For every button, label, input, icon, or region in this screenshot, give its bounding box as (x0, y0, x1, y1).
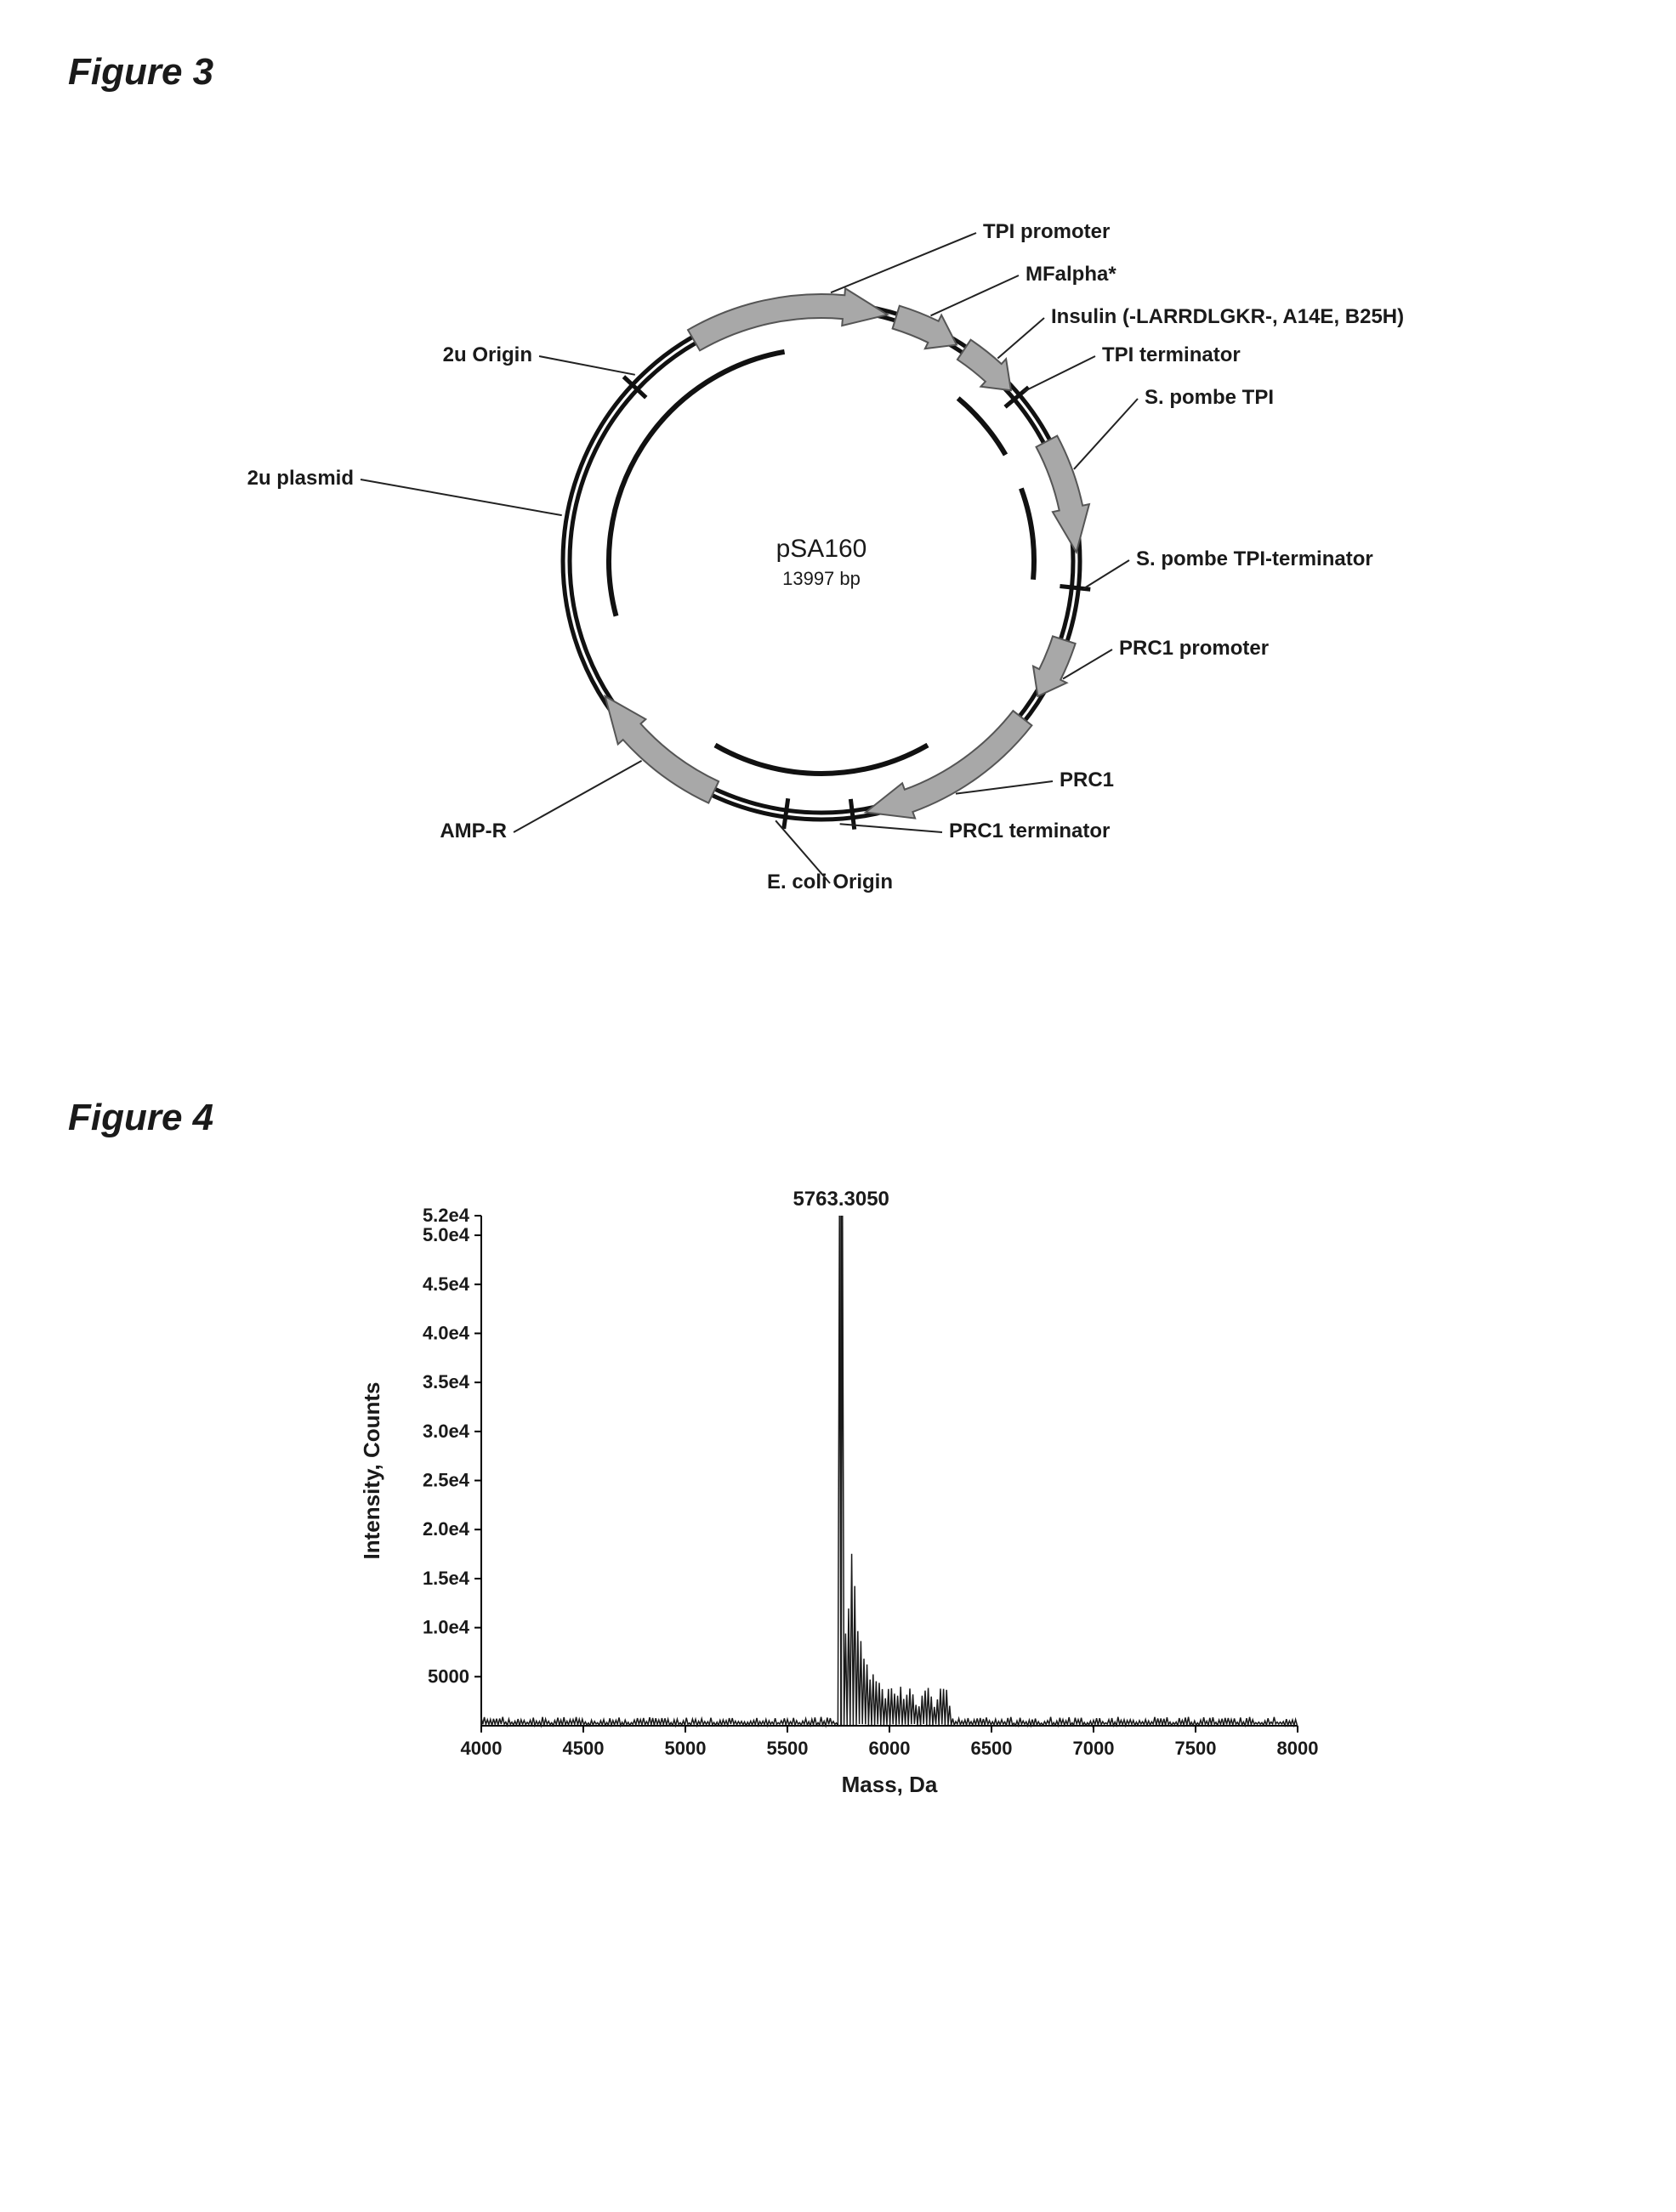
plasmid-feature-arrow (957, 340, 1010, 391)
x-tick-label: 4500 (562, 1738, 604, 1759)
leader-line (930, 275, 1018, 315)
x-tick-label: 8000 (1276, 1738, 1318, 1759)
plasmid-feature-label: Insulin (-LARRDLGKR-, A14E, B25H) (1051, 305, 1404, 328)
plasmid-feature-label: TPI promoter (983, 220, 1110, 243)
plasmid-feature-label: Yeast 2u plasmid (243, 467, 354, 490)
figure3-container: TPI promoter MFalpha* Insulin (-LARRDLGKR-… (68, 179, 1608, 944)
plasmid-feature-label: PRC1 promoter (1119, 637, 1269, 660)
plasmid-feature-label: PRC1 (1060, 769, 1114, 791)
y-tick-label: 5000 (428, 1665, 469, 1687)
y-axis-label: Intensity, Counts (359, 1382, 384, 1560)
plasmid-feature-label: AMP-R (440, 820, 507, 842)
x-tick-label: 7000 (1072, 1738, 1114, 1759)
plasmid-feature-label: E. coli Origin (766, 871, 892, 893)
plasmid-feature-label: MFalpha* (1025, 263, 1116, 286)
x-tick-label: 5500 (766, 1738, 808, 1759)
leader-line (514, 761, 642, 832)
plasmid-name: pSA160 (776, 535, 866, 563)
plasmid-feature-arrow (605, 696, 719, 803)
y-tick-label: 3.5e4 (422, 1371, 469, 1392)
plasmid-feature-arrow (892, 306, 956, 349)
spectrum-trace (481, 1216, 1298, 1726)
inner-arc (715, 746, 928, 774)
y-tick-label: 1.5e4 (422, 1568, 469, 1589)
y-tick-label: 3.0e4 (422, 1421, 469, 1442)
leader-line (997, 318, 1044, 359)
y-tick-label: 1.0e4 (422, 1617, 469, 1638)
plasmid-feature-label: TPI terminator (1102, 343, 1241, 366)
plasmid-feature-label: S. pombe TPI-terminator (1136, 547, 1373, 570)
x-tick-label: 6000 (868, 1738, 910, 1759)
inner-arc (957, 398, 1005, 455)
y-tick-label: 4.0e4 (422, 1322, 469, 1343)
mass-spectrum-chart: 5000 1.0e4 1.5e4 2.0e4 2.5e4 3.0e4 3.5e4 4.0e4 4… (328, 1173, 1349, 1836)
x-tick-label: 5000 (664, 1738, 706, 1759)
y-tick-label: 2.0e4 (422, 1518, 469, 1540)
x-tick-label: 6500 (970, 1738, 1012, 1759)
leader-line (831, 233, 976, 292)
plasmid-tick (783, 798, 787, 829)
y-tick-label: 5.2e4 (422, 1205, 469, 1226)
figure4-title: Figure 4 (68, 1097, 1608, 1139)
y-tick-label: 5.0e4 (422, 1224, 469, 1245)
plasmid-feature-arrow (1033, 636, 1076, 696)
plasmid-feature-arrow (1036, 436, 1088, 553)
plasmid-feature-label: 2u Origin (442, 343, 531, 366)
leader-line (1073, 399, 1137, 469)
figure4-container: 5000 1.0e4 1.5e4 2.0e4 2.5e4 3.0e4 3.5e4 4.0e4 4… (68, 1173, 1608, 1836)
plasmid-size: 13997 bp (782, 568, 861, 589)
leader-line (1023, 356, 1095, 392)
peak-label: 5763.3050 (793, 1188, 889, 1211)
leader-line (539, 356, 635, 375)
plasmid-map: TPI promoter MFalpha* Insulin (-LARRDLGKR-… (243, 179, 1434, 944)
figure3-title: Figure 3 (68, 51, 1608, 94)
inner-arc (1020, 488, 1033, 579)
y-tick-label: 2.5e4 (422, 1470, 469, 1491)
plasmid-feature-label: PRC1 terminator (949, 820, 1110, 842)
plasmid-feature-label: S. pombe TPI (1145, 386, 1274, 409)
leader-line (361, 479, 562, 515)
plasmid-feature-arrow (688, 288, 888, 350)
y-tick-label: 4.5e4 (422, 1273, 469, 1295)
x-tick-label: 4000 (460, 1738, 502, 1759)
x-axis-label: Mass, Da (841, 1772, 937, 1797)
x-tick-label: 7500 (1174, 1738, 1216, 1759)
leader-line (1083, 560, 1129, 588)
